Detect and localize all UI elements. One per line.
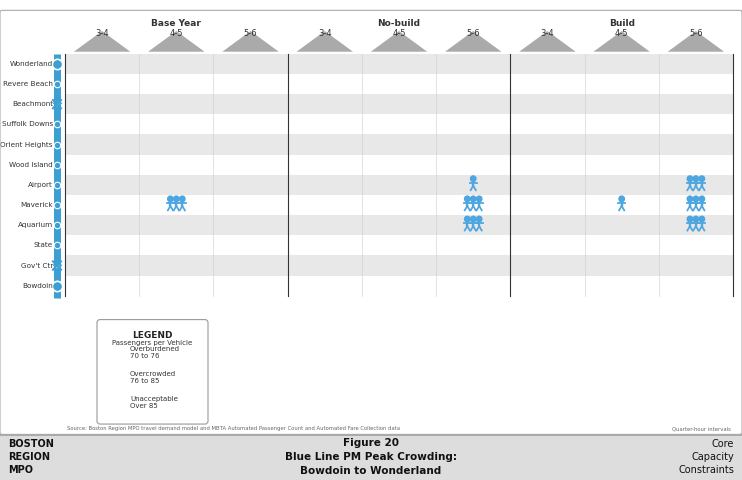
Text: Quarter-hour intervals: Quarter-hour intervals <box>672 426 731 432</box>
Point <box>51 161 63 168</box>
Text: Source: Boston Region MPO travel demand model and MBTA Automated Passenger Count: Source: Boston Region MPO travel demand … <box>67 426 400 432</box>
Text: Passengers per Vehicle: Passengers per Vehicle <box>112 340 193 346</box>
Polygon shape <box>445 31 502 52</box>
Bar <box>65 54 733 74</box>
Bar <box>65 155 733 175</box>
Circle shape <box>470 216 476 222</box>
Text: Overcrowded
76 to 85: Overcrowded 76 to 85 <box>130 371 176 384</box>
Text: 4-5: 4-5 <box>393 29 406 38</box>
Circle shape <box>687 176 693 181</box>
Bar <box>65 134 733 155</box>
Point <box>51 120 63 128</box>
Text: 4-5: 4-5 <box>615 29 628 38</box>
Circle shape <box>687 196 693 202</box>
Point <box>51 100 63 108</box>
Circle shape <box>693 196 699 202</box>
Circle shape <box>174 196 179 202</box>
Text: Beachmont: Beachmont <box>12 101 53 107</box>
Text: BOSTON
REGION
MPO: BOSTON REGION MPO <box>8 439 54 475</box>
Text: State: State <box>33 242 53 248</box>
Bar <box>65 175 733 195</box>
FancyBboxPatch shape <box>97 320 208 424</box>
Text: Wonderland: Wonderland <box>10 61 53 67</box>
Text: Aquarium: Aquarium <box>18 222 53 228</box>
Text: 3-4: 3-4 <box>541 29 554 38</box>
Circle shape <box>699 216 705 222</box>
Text: Figure 20
Blue Line PM Peak Crowding:
Bowdoin to Wonderland: Figure 20 Blue Line PM Peak Crowding: Bo… <box>285 438 457 476</box>
Circle shape <box>180 196 185 202</box>
Text: 3-4: 3-4 <box>318 29 332 38</box>
Circle shape <box>476 216 482 222</box>
Text: Revere Beach: Revere Beach <box>3 81 53 87</box>
Text: Maverick: Maverick <box>20 202 53 208</box>
Circle shape <box>687 216 693 222</box>
Polygon shape <box>74 31 131 52</box>
Point <box>51 141 63 148</box>
Bar <box>65 114 733 134</box>
Circle shape <box>470 176 476 181</box>
Text: 5-6: 5-6 <box>243 29 257 38</box>
Text: Airport: Airport <box>28 182 53 188</box>
Polygon shape <box>594 31 650 52</box>
Circle shape <box>693 176 699 181</box>
Circle shape <box>464 216 470 222</box>
Text: 4-5: 4-5 <box>170 29 183 38</box>
Circle shape <box>114 397 118 401</box>
Bar <box>65 215 733 235</box>
Text: 5-6: 5-6 <box>689 29 703 38</box>
Polygon shape <box>668 31 724 52</box>
Text: Base Year: Base Year <box>151 19 201 28</box>
Point <box>51 201 63 209</box>
Circle shape <box>107 397 111 401</box>
Point <box>51 60 63 68</box>
Text: Overburdened
70 to 76: Overburdened 70 to 76 <box>130 346 180 360</box>
Point <box>51 181 63 189</box>
Point <box>51 262 63 269</box>
Bar <box>0 434 742 436</box>
Point <box>51 241 63 249</box>
Text: 5-6: 5-6 <box>467 29 480 38</box>
Text: LEGEND: LEGEND <box>132 331 173 340</box>
Polygon shape <box>223 31 279 52</box>
Polygon shape <box>371 31 427 52</box>
Bar <box>65 276 733 296</box>
Circle shape <box>114 347 118 351</box>
Circle shape <box>110 372 114 376</box>
Text: Unacceptable
Over 85: Unacceptable Over 85 <box>130 396 178 409</box>
Circle shape <box>168 196 173 202</box>
Text: Suffolk Downs: Suffolk Downs <box>1 121 53 127</box>
Text: Orient Heights: Orient Heights <box>1 142 53 147</box>
Circle shape <box>619 196 624 202</box>
Text: Gov't Ctr: Gov't Ctr <box>21 263 53 268</box>
Circle shape <box>464 196 470 202</box>
Text: No-build: No-build <box>378 19 421 28</box>
Point <box>51 221 63 229</box>
Text: 3-4: 3-4 <box>95 29 109 38</box>
Text: Core
Capacity
Constraints: Core Capacity Constraints <box>678 439 734 475</box>
Polygon shape <box>297 31 353 52</box>
Circle shape <box>699 196 705 202</box>
Circle shape <box>121 397 125 401</box>
Bar <box>65 235 733 255</box>
Bar <box>65 74 733 94</box>
Bar <box>65 195 733 215</box>
Point <box>51 282 63 289</box>
Circle shape <box>693 216 699 222</box>
Circle shape <box>470 196 476 202</box>
Circle shape <box>699 176 705 181</box>
Circle shape <box>476 196 482 202</box>
Text: Bowdoin: Bowdoin <box>22 283 53 289</box>
Bar <box>65 94 733 114</box>
Polygon shape <box>519 31 576 52</box>
Point <box>51 80 63 88</box>
Bar <box>65 255 733 276</box>
Polygon shape <box>148 31 205 52</box>
Text: Build: Build <box>608 19 634 28</box>
Circle shape <box>118 372 122 376</box>
Text: Wood Island: Wood Island <box>9 162 53 168</box>
